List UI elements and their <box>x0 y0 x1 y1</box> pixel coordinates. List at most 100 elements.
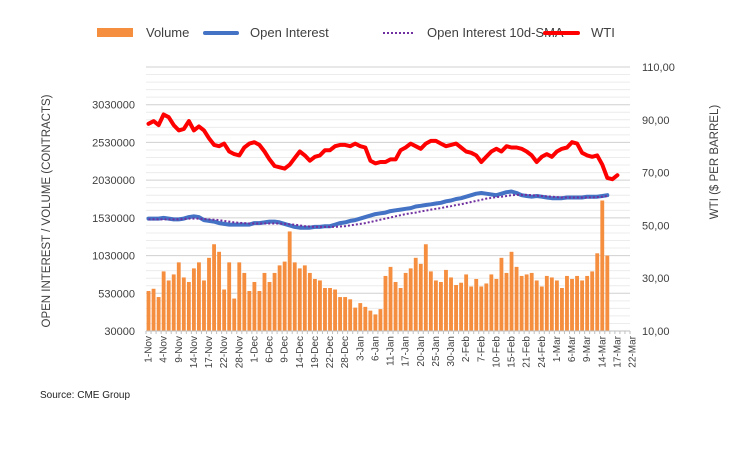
volume-bar <box>272 272 277 331</box>
volume-bar <box>191 268 196 331</box>
x-tick-label: 21-Feb <box>522 336 533 368</box>
x-tick-label: 22-Dec <box>325 336 336 368</box>
volume-bar <box>363 306 368 331</box>
volume-bar <box>544 275 549 331</box>
x-tick-label: 14-Dec <box>295 336 306 368</box>
volume-bar <box>262 272 267 331</box>
volume-bar <box>146 291 151 331</box>
volume-bar <box>560 288 564 331</box>
volume-bar <box>474 278 479 331</box>
right-axis-ticks: 10,00 30,00 50,00 70,00 90,00 110,00 <box>642 62 675 338</box>
lines <box>146 112 620 230</box>
volume-bar <box>348 299 353 331</box>
volume-bar <box>212 244 216 331</box>
volume-bar <box>408 268 413 331</box>
volume-bar <box>176 262 181 331</box>
volume-bar <box>312 278 317 331</box>
open-interest-line <box>146 189 610 230</box>
volume-bar <box>151 288 156 331</box>
volume-bar <box>222 289 227 331</box>
right-axis-title: WTI ($ PER BARREL) <box>709 105 721 220</box>
volume-bar <box>181 277 186 331</box>
x-tick-label: 28-Nov <box>234 336 245 368</box>
x-axis: 1-Nov 4-Nov 9-Nov 14-Nov 17-Nov 22-Nov 28-Nov 1… <box>144 330 639 368</box>
source-note: Source: CME Group <box>40 390 131 401</box>
volume-bar <box>368 310 373 331</box>
volume-bar <box>282 261 287 331</box>
x-tick-label: 17-Nov <box>204 336 215 368</box>
volume-bar <box>605 255 610 331</box>
volume-bar <box>600 200 605 331</box>
volume-bar <box>186 281 191 331</box>
volume-bar <box>242 272 247 331</box>
volume-bar <box>378 309 383 331</box>
volume-bars <box>146 200 610 331</box>
x-tick-label: 22-Mar <box>628 335 639 367</box>
legend: Volume Open Interest Open Interest 10d-S… <box>97 25 615 40</box>
volume-bar <box>590 271 595 331</box>
volume-bar <box>454 284 458 331</box>
volume-bar <box>333 289 337 331</box>
volume-bar <box>227 262 232 331</box>
x-tick-label: 14-Mar <box>597 335 608 367</box>
volume-bar <box>519 275 524 331</box>
volume-bar <box>570 278 574 331</box>
volume-bar <box>277 265 282 331</box>
volume-bar <box>509 251 514 331</box>
volume-bar <box>489 274 494 331</box>
volume-bar <box>499 257 504 331</box>
volume-bar <box>423 244 428 331</box>
volume-bar <box>323 288 327 331</box>
volume-bar <box>464 274 469 331</box>
volume-bar <box>428 271 433 331</box>
legend-open-interest-label: Open Interest <box>250 25 329 40</box>
volume-bar <box>444 269 448 331</box>
volume-bar <box>353 307 358 331</box>
volume-bar <box>539 286 544 331</box>
x-tick-label: 1-Dec <box>249 336 260 363</box>
volume-bar <box>292 262 297 331</box>
x-tick-label: 6-Jan <box>370 336 381 361</box>
volume-bar <box>504 272 509 331</box>
x-tick-label: 1-Nov <box>144 336 155 363</box>
left-tick-label: 1030000 <box>92 251 135 263</box>
volume-bar <box>267 281 272 331</box>
left-tick-label: 2030000 <box>92 175 135 187</box>
x-tick-label: 9-Nov <box>174 336 185 363</box>
x-tick-label: 7-Feb <box>476 336 487 363</box>
x-tick-label: 24-Feb <box>537 336 548 368</box>
x-tick-label: 20-Jan <box>416 336 427 367</box>
x-tick-label: 25-Jan <box>431 336 442 367</box>
volume-bar <box>534 280 539 331</box>
volume-bar <box>207 257 211 331</box>
legend-volume-swatch <box>97 28 133 37</box>
open-interest-sma-line <box>148 193 608 228</box>
x-tick-label: 22-Nov <box>219 336 230 368</box>
volume-bar <box>575 275 579 331</box>
volume-bar <box>287 231 292 331</box>
x-tick-label: 15-Feb <box>507 336 518 368</box>
volume-bar <box>257 291 262 331</box>
legend-sma-label: Open Interest 10d-SMA <box>427 25 564 40</box>
volume-bar <box>217 251 222 331</box>
volume-bar <box>388 266 393 331</box>
right-tick-label: 70,00 <box>642 168 670 180</box>
volume-bar <box>554 280 559 331</box>
x-tick-label: 10-Feb <box>491 336 502 368</box>
x-tick-label: 1-Mar <box>552 335 563 362</box>
volume-bar <box>328 288 332 331</box>
right-tick-label: 30,00 <box>642 273 670 285</box>
x-tick-label: 17-Jan <box>401 336 412 367</box>
wti-line <box>146 112 620 182</box>
legend-volume-label: Volume <box>146 25 189 40</box>
volume-bar <box>252 281 257 331</box>
x-tick-label: 9-Mar <box>582 335 593 362</box>
volume-bar <box>373 314 378 331</box>
volume-bar <box>479 286 484 331</box>
volume-bar <box>549 277 554 331</box>
x-tick-label: 9-Dec <box>280 336 291 363</box>
volume-bar <box>358 303 363 331</box>
volume-bar <box>343 297 348 331</box>
x-tick-label: 6-Mar <box>567 335 578 362</box>
volume-bar <box>307 272 312 331</box>
